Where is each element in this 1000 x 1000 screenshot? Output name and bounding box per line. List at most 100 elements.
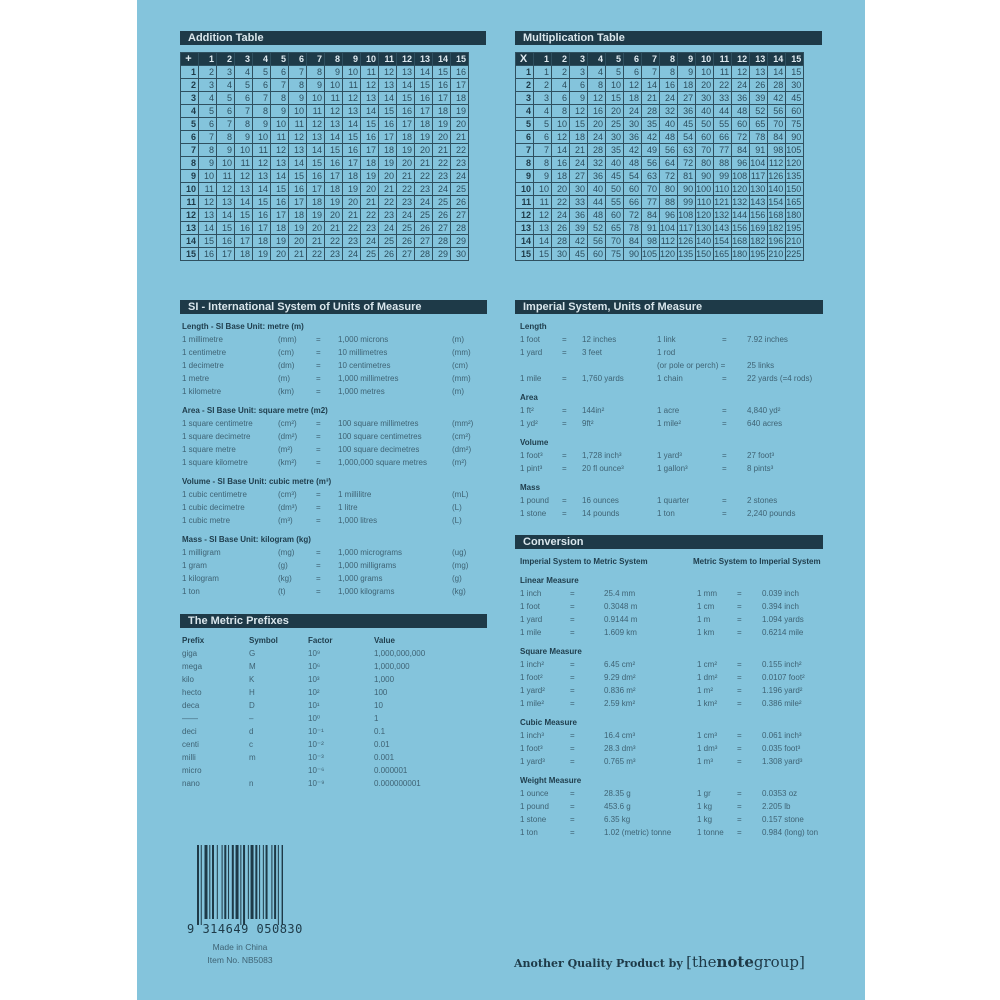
table-cell: 19 <box>396 143 415 157</box>
cell: 0.000001 <box>374 766 408 775</box>
table-cell: 15 <box>234 208 253 222</box>
table-cell: 17 <box>432 91 451 105</box>
cell: (km) <box>278 387 294 396</box>
table-cell: 14 <box>767 65 787 79</box>
cell: 16 ounces <box>582 496 619 505</box>
table-cell: 27 <box>450 208 469 222</box>
table-cell: 16 <box>288 182 307 196</box>
list-item: nano n 10⁻⁹ 0.000000001 <box>182 777 487 790</box>
table-cell: 14 <box>252 182 271 196</box>
table-cell: 25 <box>432 195 451 209</box>
table-header-row: +1 2 3 4 5 6 7 8 9 10 11 12 13 14 15 <box>180 52 469 66</box>
cell: 100 <box>374 688 388 697</box>
cell: 1 square kilometre <box>182 458 248 467</box>
table-cell: 55 <box>713 117 733 131</box>
cell: K <box>249 675 255 684</box>
column-header: 9 <box>677 52 697 66</box>
table-cell: 108 <box>677 208 697 222</box>
cell: = <box>722 509 727 518</box>
group-heading: Length <box>520 322 547 331</box>
cell: 1,000 microns <box>338 335 389 344</box>
column-header: 8 <box>659 52 679 66</box>
table-cell: 8 <box>551 104 570 118</box>
table-cell: 16 <box>360 130 379 144</box>
table-cell: 14 <box>551 143 570 157</box>
table-cell: 15 <box>342 130 361 144</box>
table-cell: 35 <box>605 143 624 157</box>
table-cell: 22 <box>342 221 361 235</box>
table-cell: 5 <box>234 78 253 92</box>
table-cell: 90 <box>623 247 642 261</box>
column-header: 14 <box>432 52 451 66</box>
table-cell: 18 <box>450 91 469 105</box>
table-cell: 36 <box>677 104 697 118</box>
table-cell: 15 <box>414 78 433 92</box>
table-cell: 80 <box>695 156 715 170</box>
table-cell: 25 <box>360 247 379 261</box>
column-header: 9 <box>342 52 361 66</box>
cell: = <box>316 561 321 570</box>
cell: 6.35 kg <box>604 815 631 824</box>
item-number: Item No. NB5083 <box>207 955 273 965</box>
table-cell: 10 <box>288 104 307 118</box>
table-cell: 42 <box>623 143 642 157</box>
table-row: 3 3 6 9 12 15 18 21 24 27 30 33 36 39 42 45 <box>515 91 805 105</box>
table-cell: 13 <box>270 156 289 170</box>
row-header: 14 <box>180 234 199 248</box>
row-header: 3 <box>515 91 534 105</box>
cell: 20 fl ounce³ <box>582 464 624 473</box>
table-cell: 22 <box>396 182 415 196</box>
table-cell: 40 <box>659 117 679 131</box>
cell: 1 pound <box>520 496 549 505</box>
table-cell: 48 <box>587 208 606 222</box>
table-cell: 96 <box>659 208 679 222</box>
cell: (L) <box>452 516 462 525</box>
table-cell: 104 <box>659 221 679 235</box>
table-cell: 12 <box>270 143 289 157</box>
table-cell: 20 <box>587 117 606 131</box>
cell: 0.984 (long) ton <box>762 828 819 837</box>
table-cell: 120 <box>785 156 805 170</box>
list-item: mega M 10⁶ 1,000,000 <box>182 660 487 673</box>
table-cell: 4 <box>216 78 235 92</box>
group-heading: Mass - SI Base Unit: kilogram (kg) <box>182 535 311 544</box>
table-cell: 27 <box>432 221 451 235</box>
cell: (dm³) <box>278 503 298 512</box>
table-cell: 8 <box>270 91 289 105</box>
cell: 0.000000001 <box>374 779 421 788</box>
cell: 16.4 cm³ <box>604 731 636 740</box>
table-cell: 195 <box>785 221 805 235</box>
cell: = <box>570 699 575 708</box>
table-cell: 65 <box>605 221 624 235</box>
table-cell: 36 <box>731 91 751 105</box>
column-header: 14 <box>767 52 787 66</box>
table-cell: 23 <box>432 169 451 183</box>
table-cell: 12 <box>252 156 271 170</box>
cell: = <box>570 673 575 682</box>
cell: 1 pound <box>520 802 549 811</box>
conversion-subheadings: Imperial System to Metric System Metric S… <box>520 555 825 568</box>
cell: 22 yards (=4 rods) <box>747 374 813 383</box>
cell: 453.6 g <box>604 802 631 811</box>
table-cell: 10 <box>324 78 343 92</box>
barcode-bar <box>235 845 239 919</box>
table-cell: 8 <box>587 78 606 92</box>
cell: 1 kg <box>697 815 713 824</box>
table-cell: 6 <box>216 104 235 118</box>
table-cell: 88 <box>713 156 733 170</box>
barcode-bar <box>209 845 211 919</box>
table-cell: 5 <box>198 104 217 118</box>
column-header: 4 <box>252 52 271 66</box>
barcode-bar <box>240 845 242 925</box>
cell: = <box>737 815 742 824</box>
list-item: 1 metre (m) = 1,000 millimetres (mm) <box>182 372 487 385</box>
cell: = <box>570 828 575 837</box>
table-cell: 27 <box>414 234 433 248</box>
list-item: —— – 10⁰ 1 <box>182 712 487 725</box>
table-cell: 30 <box>450 247 469 261</box>
row-header: 11 <box>515 195 534 209</box>
table-cell: 12 <box>551 130 570 144</box>
table-row: 13 13 26 39 52 65 78 91 104 117 130 143 156 169 182 195 <box>515 221 805 235</box>
table-cell: 16 <box>378 117 397 131</box>
table-cell: 21 <box>288 247 307 261</box>
